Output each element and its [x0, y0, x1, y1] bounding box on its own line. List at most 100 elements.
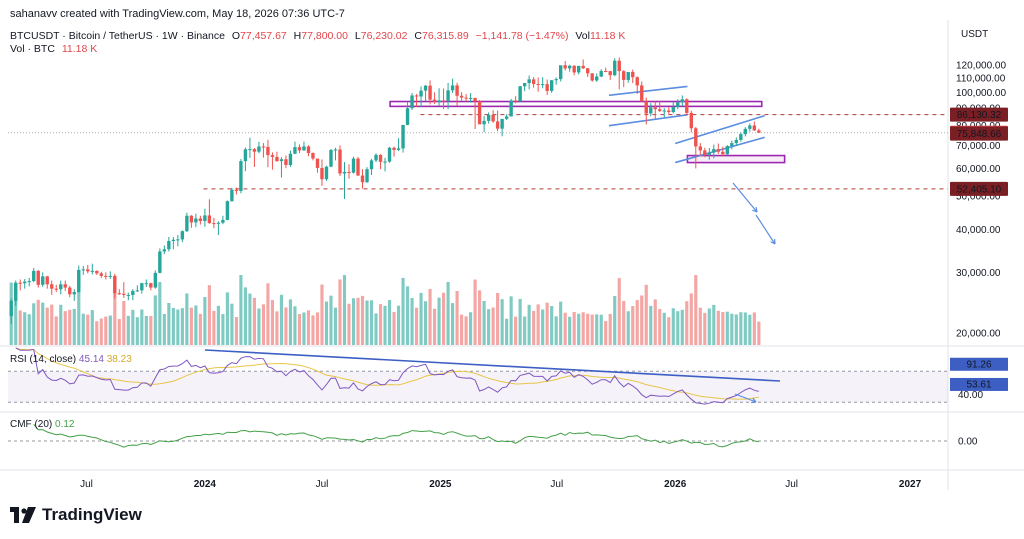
candle-body — [108, 275, 112, 277]
rsi-tag-label: 91.26 — [966, 359, 991, 370]
candle-body — [387, 147, 392, 162]
candle-body — [671, 107, 675, 113]
candle-body — [676, 102, 680, 108]
brand-name: TradingView — [42, 505, 142, 524]
candle-body — [540, 84, 545, 86]
candle-body — [626, 72, 630, 80]
candle-body — [631, 72, 635, 78]
candle-body — [77, 269, 81, 293]
candle-body — [90, 270, 94, 272]
candle-body — [730, 143, 734, 147]
candle-body — [450, 85, 455, 91]
candle-body — [613, 60, 617, 76]
volume-bar — [478, 290, 482, 345]
volume-bar — [99, 318, 103, 345]
volume-bar — [153, 295, 157, 345]
volume-bar — [716, 310, 720, 345]
candle-body — [275, 156, 279, 162]
candle-body — [203, 215, 207, 221]
volume-bar — [545, 302, 549, 345]
volume-bar — [635, 300, 639, 345]
volume-bar — [536, 304, 540, 345]
candle-body — [590, 73, 594, 81]
candle-body — [68, 287, 72, 295]
volume-bar — [550, 306, 554, 345]
candle-body — [680, 99, 684, 103]
candle-body — [468, 98, 473, 100]
candle-body — [297, 147, 302, 151]
candle-body — [113, 275, 117, 294]
candle-body — [441, 100, 446, 102]
volume-bar — [671, 308, 675, 345]
candle-body — [405, 108, 410, 125]
volume-bar — [158, 282, 162, 345]
candle-body — [59, 284, 63, 290]
volume-bar — [41, 302, 45, 345]
volume-bar — [586, 313, 590, 345]
volume-bar — [279, 294, 284, 345]
candle-body — [554, 79, 558, 81]
rsi-projection-arrow-head — [750, 397, 757, 404]
candle-body — [32, 270, 36, 282]
volume-bar — [455, 291, 459, 345]
volume-bar — [608, 313, 612, 345]
volume-bar — [383, 305, 387, 345]
candle-body — [500, 118, 504, 129]
volume-bar — [752, 312, 756, 345]
candle-body — [545, 84, 549, 91]
candle-body — [644, 101, 648, 114]
candle-body — [477, 101, 482, 125]
volume-bar — [293, 306, 297, 345]
volume-bar — [514, 316, 518, 345]
volume-bar — [104, 316, 108, 345]
price-tick-label: 30,000.00 — [956, 268, 1001, 279]
candle-body — [649, 107, 653, 114]
price-tag-label: 75,848.66 — [957, 129, 1002, 140]
volume-bar — [410, 298, 414, 345]
volume-bar — [743, 312, 747, 345]
candle-body — [563, 65, 567, 69]
candle-body — [50, 284, 54, 289]
volume-bar — [90, 310, 94, 345]
candle-body — [595, 76, 599, 81]
candle-body — [491, 114, 495, 122]
volume-bar — [68, 309, 72, 345]
candle-body — [734, 139, 739, 144]
candle-body — [117, 293, 121, 295]
projection-arrow-1 — [732, 182, 758, 213]
close-value: 76,315.89 — [421, 30, 469, 42]
volume-bar — [297, 313, 302, 345]
candle-body — [757, 130, 761, 133]
volume-bar — [32, 303, 36, 345]
volume-bar — [604, 321, 608, 345]
volume-bar — [446, 281, 450, 345]
volume-bar — [469, 312, 473, 345]
vol-value: 11.18 K — [589, 30, 626, 42]
vol-label: Vol — [575, 30, 590, 42]
volume-bar — [658, 308, 662, 345]
candle-body — [437, 100, 441, 103]
candle-body — [653, 107, 657, 110]
resistance-zone — [389, 100, 763, 108]
volume-bar — [230, 303, 234, 345]
candle-body — [473, 98, 477, 102]
candle-body — [374, 154, 378, 161]
volume-bar — [306, 310, 311, 345]
volume-bar — [63, 311, 67, 345]
candle-body — [495, 121, 500, 129]
volume-bar — [374, 313, 378, 345]
volume-bar — [613, 296, 617, 345]
volume-bar — [631, 306, 635, 345]
candle-body — [531, 79, 536, 84]
volume-legend: Vol · BTC 11.18 K — [10, 43, 101, 55]
tradingview-logo[interactable]: TradingView — [10, 505, 142, 525]
rsi-tick-label: 40.00 — [958, 390, 983, 401]
candle-body — [707, 152, 711, 155]
candle-body — [257, 146, 261, 152]
candle-body — [685, 99, 689, 113]
volume-bar — [329, 295, 333, 345]
candle-body — [752, 125, 757, 131]
candle-body — [221, 219, 225, 223]
volume-bar — [414, 307, 419, 345]
